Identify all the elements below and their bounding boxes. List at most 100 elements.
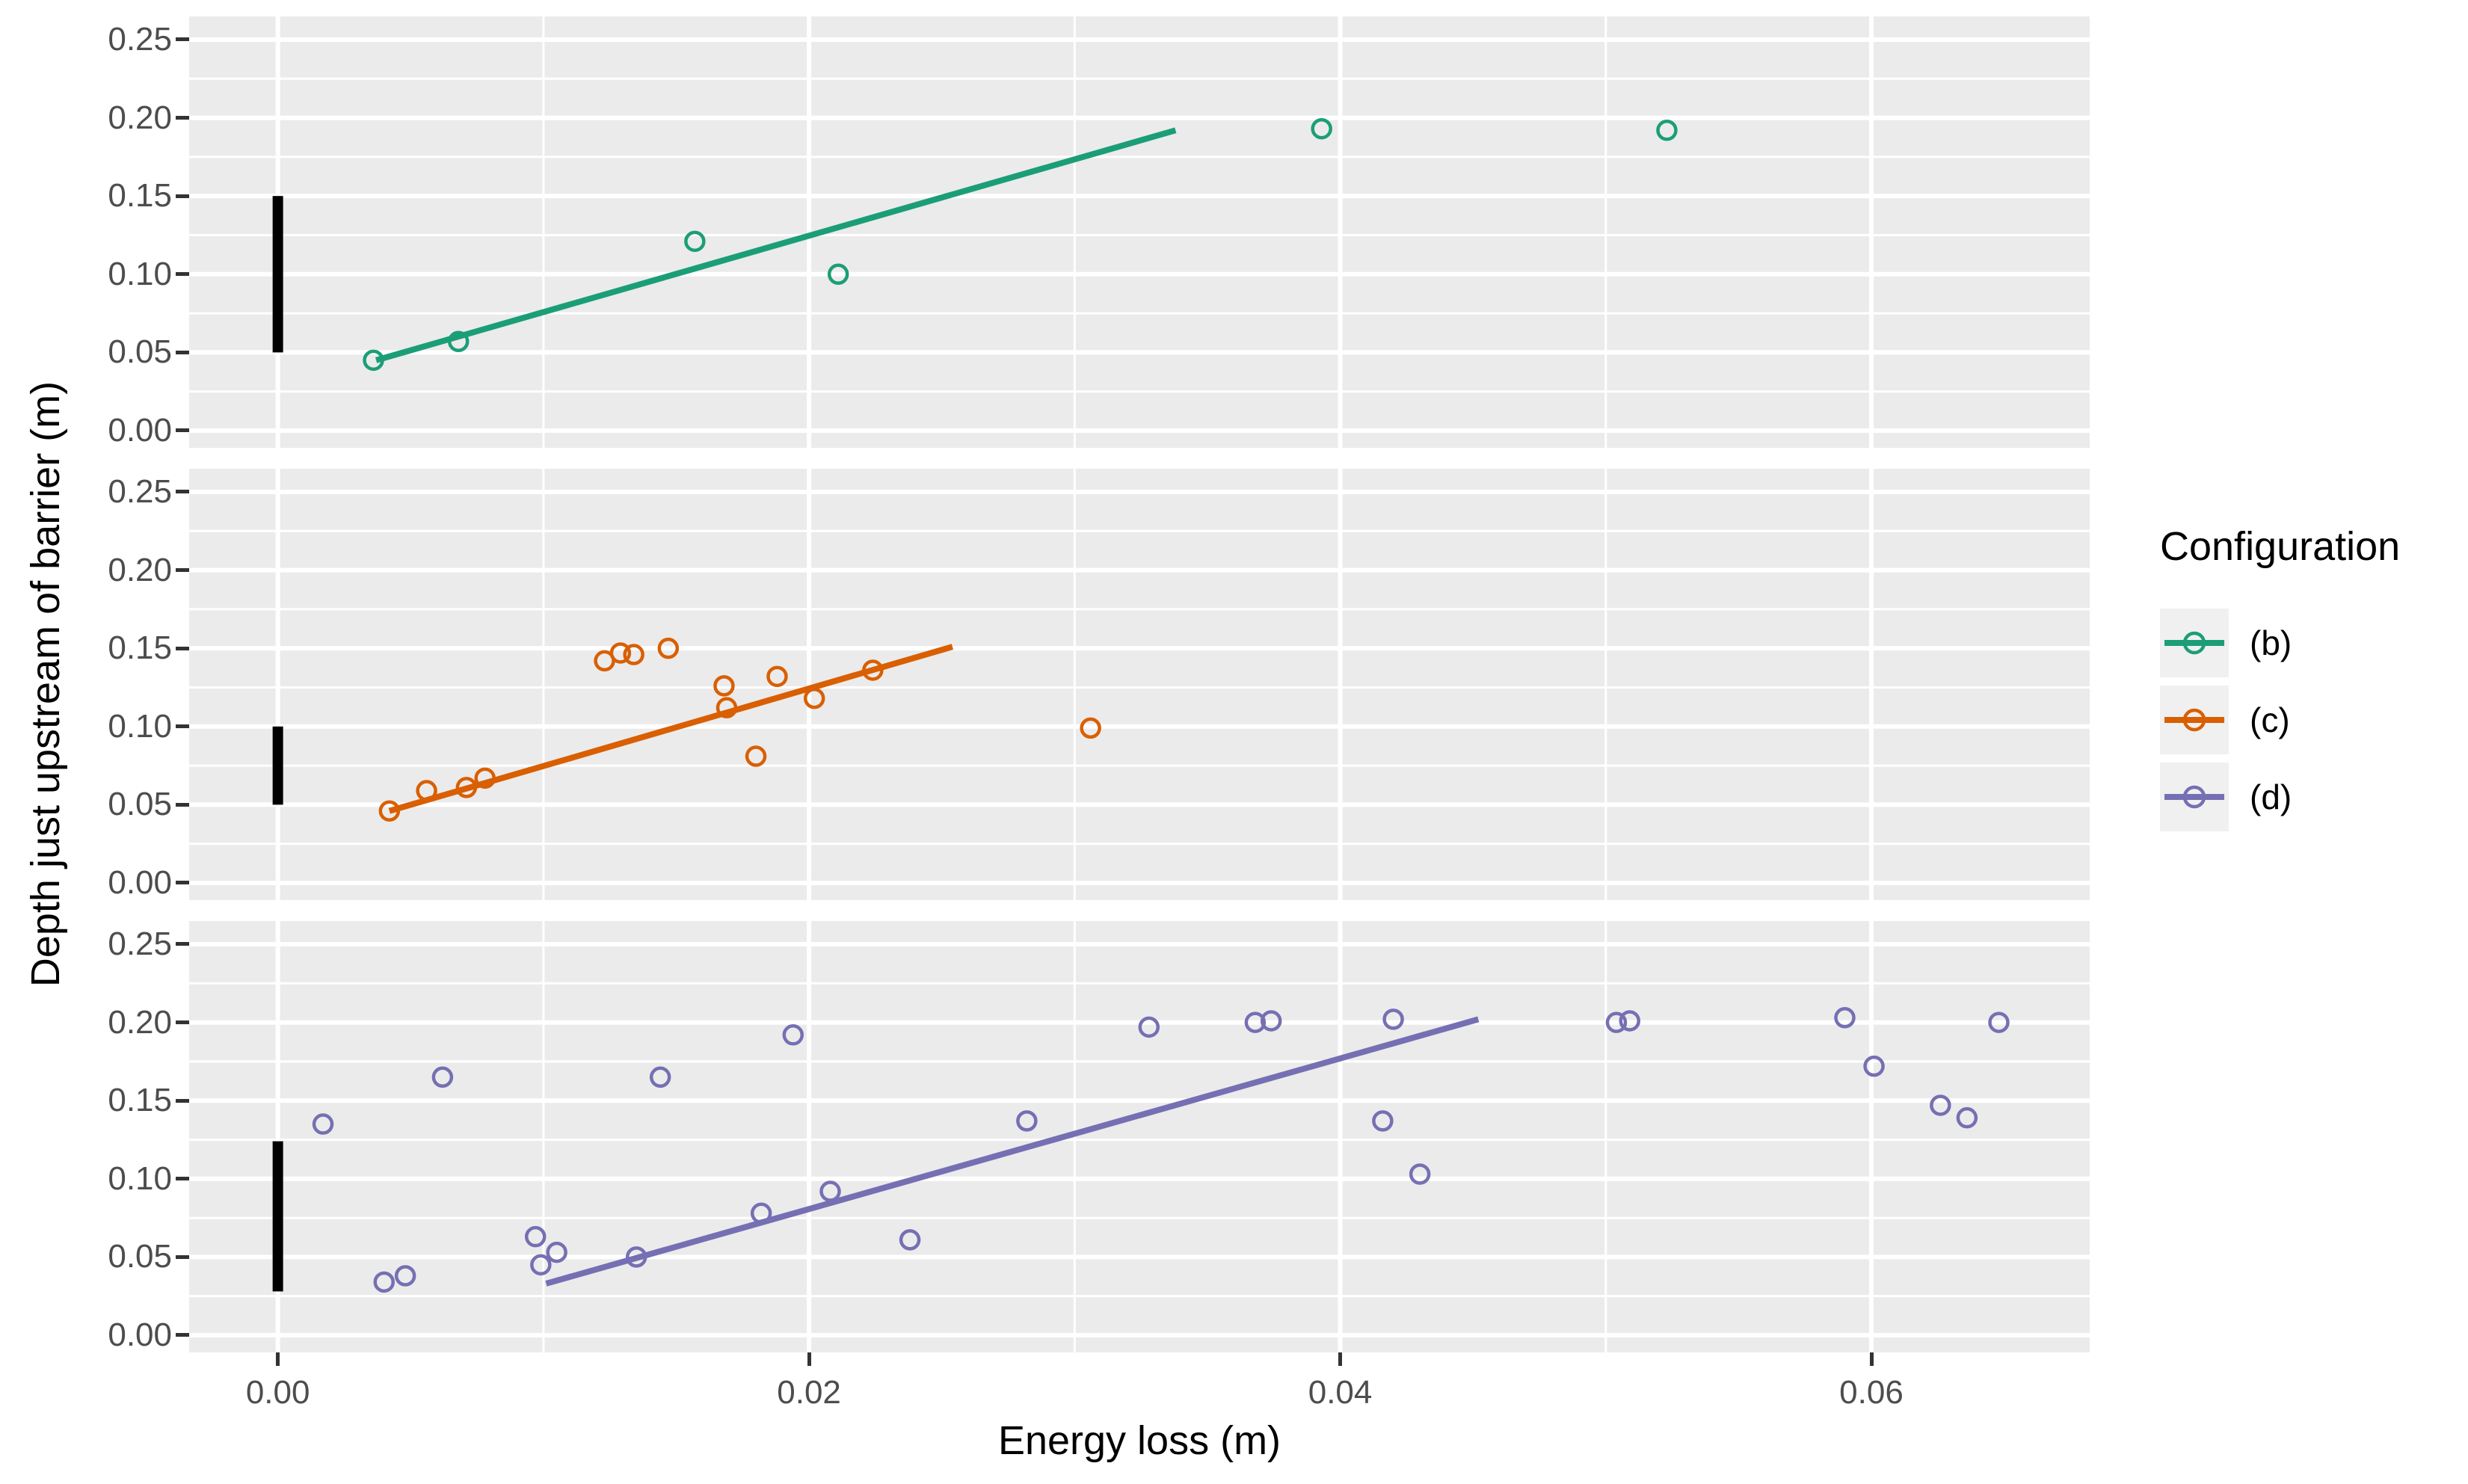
y-axis-tick-label: 0.25 [108, 472, 172, 510]
data-point [1834, 1007, 1856, 1029]
y-axis-tick-mark [176, 116, 189, 120]
y-axis-tick-mark [176, 428, 189, 433]
y-axis-tick-mark [176, 802, 189, 807]
legend-key-circle [2182, 785, 2206, 809]
legend-key-icon [2160, 763, 2229, 831]
y-axis-tick-mark [176, 272, 189, 277]
trend-line [388, 644, 954, 814]
data-point [1260, 1010, 1282, 1032]
data-point [363, 349, 384, 372]
y-axis-tick-mark [176, 350, 189, 354]
y-axis-tick-mark [176, 1254, 189, 1259]
y-axis-tick-label: 0.20 [108, 1003, 172, 1041]
data-point [1382, 1009, 1404, 1030]
legend-key-circle [2182, 708, 2206, 732]
data-point [1409, 1163, 1431, 1185]
data-point [312, 1113, 334, 1135]
y-axis-title: Depth just upstream of barrier (m) [23, 381, 68, 988]
x-axis-tick-label: 0.00 [245, 1374, 310, 1411]
x-axis-tick-label: 0.02 [777, 1374, 841, 1411]
data-point [750, 1202, 772, 1225]
legend-entry-d: (d) [2160, 763, 2400, 831]
data-point [378, 800, 401, 822]
data-point [1956, 1106, 1978, 1129]
data-point [766, 665, 788, 688]
data-point [1863, 1055, 1885, 1077]
y-axis-tick-label: 0.20 [108, 99, 172, 136]
data-point [684, 230, 706, 253]
data-point [899, 1229, 921, 1251]
y-axis-tick-label: 0.10 [108, 1160, 172, 1197]
facet-panel-d [189, 921, 2090, 1352]
data-point [1988, 1012, 2010, 1033]
y-axis-tick-mark [176, 881, 189, 885]
legend-entry-label: (c) [2250, 701, 2290, 739]
data-point [373, 1271, 395, 1293]
legend: Configuration (b) (c) (d) [2160, 523, 2400, 840]
y-axis-tick-label: 0.25 [108, 20, 172, 58]
legend-entry-label: (d) [2250, 778, 2292, 816]
data-point [1016, 1110, 1038, 1132]
y-axis-tick-mark [176, 490, 189, 494]
data-point [524, 1225, 547, 1248]
y-axis-tick-label: 0.15 [108, 629, 172, 667]
data-point [862, 659, 884, 681]
legend-entry-c: (c) [2160, 686, 2400, 754]
y-axis-tick-mark [176, 568, 189, 573]
data-point [1930, 1094, 1951, 1116]
x-axis-title: Energy loss (m) [997, 1418, 1281, 1463]
facet-panel-c [189, 469, 2090, 900]
facet-panel-b [189, 16, 2090, 448]
y-axis-tick-label: 0.15 [108, 1082, 172, 1119]
y-axis-tick-label: 0.00 [108, 1316, 172, 1353]
data-point [782, 1024, 804, 1046]
y-axis-tick-label: 0.00 [108, 863, 172, 901]
data-point [1244, 1012, 1267, 1033]
y-axis-tick-mark [176, 194, 189, 198]
barrier-bar [272, 196, 283, 353]
data-point [416, 780, 437, 801]
legend-entry-b: (b) [2160, 609, 2400, 677]
barrier-bar [272, 726, 283, 805]
x-axis-tick-mark [807, 1352, 811, 1366]
legend-key-icon [2160, 686, 2229, 754]
x-axis-tick-mark [276, 1352, 280, 1366]
data-point [1605, 1012, 1628, 1033]
y-axis-tick-label: 0.05 [108, 1238, 172, 1275]
legend-entry-label: (b) [2250, 624, 2292, 662]
y-axis-tick-label: 0.05 [108, 333, 172, 371]
data-point [657, 637, 680, 659]
data-point [625, 1246, 647, 1268]
y-axis-tick-label: 0.05 [108, 786, 172, 823]
data-point [1138, 1016, 1160, 1038]
y-axis-tick-mark [176, 646, 189, 650]
y-axis-tick-mark [176, 1177, 189, 1181]
data-point [609, 642, 632, 664]
y-axis-tick-label: 0.20 [108, 551, 172, 588]
trend-line [375, 127, 1177, 363]
legend-entries: (b) (c) (d) [2160, 609, 2400, 831]
data-point [1372, 1110, 1394, 1132]
data-point [623, 644, 644, 665]
x-axis-tick-label: 0.06 [1839, 1374, 1904, 1411]
legend-key-icon [2160, 609, 2229, 677]
data-point [827, 263, 849, 286]
data-point [447, 330, 470, 352]
y-axis-tick-mark [176, 1098, 189, 1103]
y-axis-tick-mark [176, 1333, 189, 1337]
data-point [1656, 120, 1678, 141]
data-point [745, 745, 767, 767]
data-point [474, 767, 496, 789]
x-axis-tick-label: 0.04 [1308, 1374, 1373, 1411]
x-axis-tick-mark [1338, 1352, 1343, 1366]
data-point [455, 777, 478, 798]
legend-key-circle [2182, 631, 2206, 655]
data-point [649, 1066, 671, 1089]
data-point [530, 1254, 552, 1276]
trend-line [545, 1016, 1480, 1287]
data-point [716, 697, 738, 718]
y-axis-tick-mark [176, 37, 189, 42]
data-point [1311, 117, 1332, 140]
y-axis-tick-label: 0.10 [108, 255, 172, 292]
